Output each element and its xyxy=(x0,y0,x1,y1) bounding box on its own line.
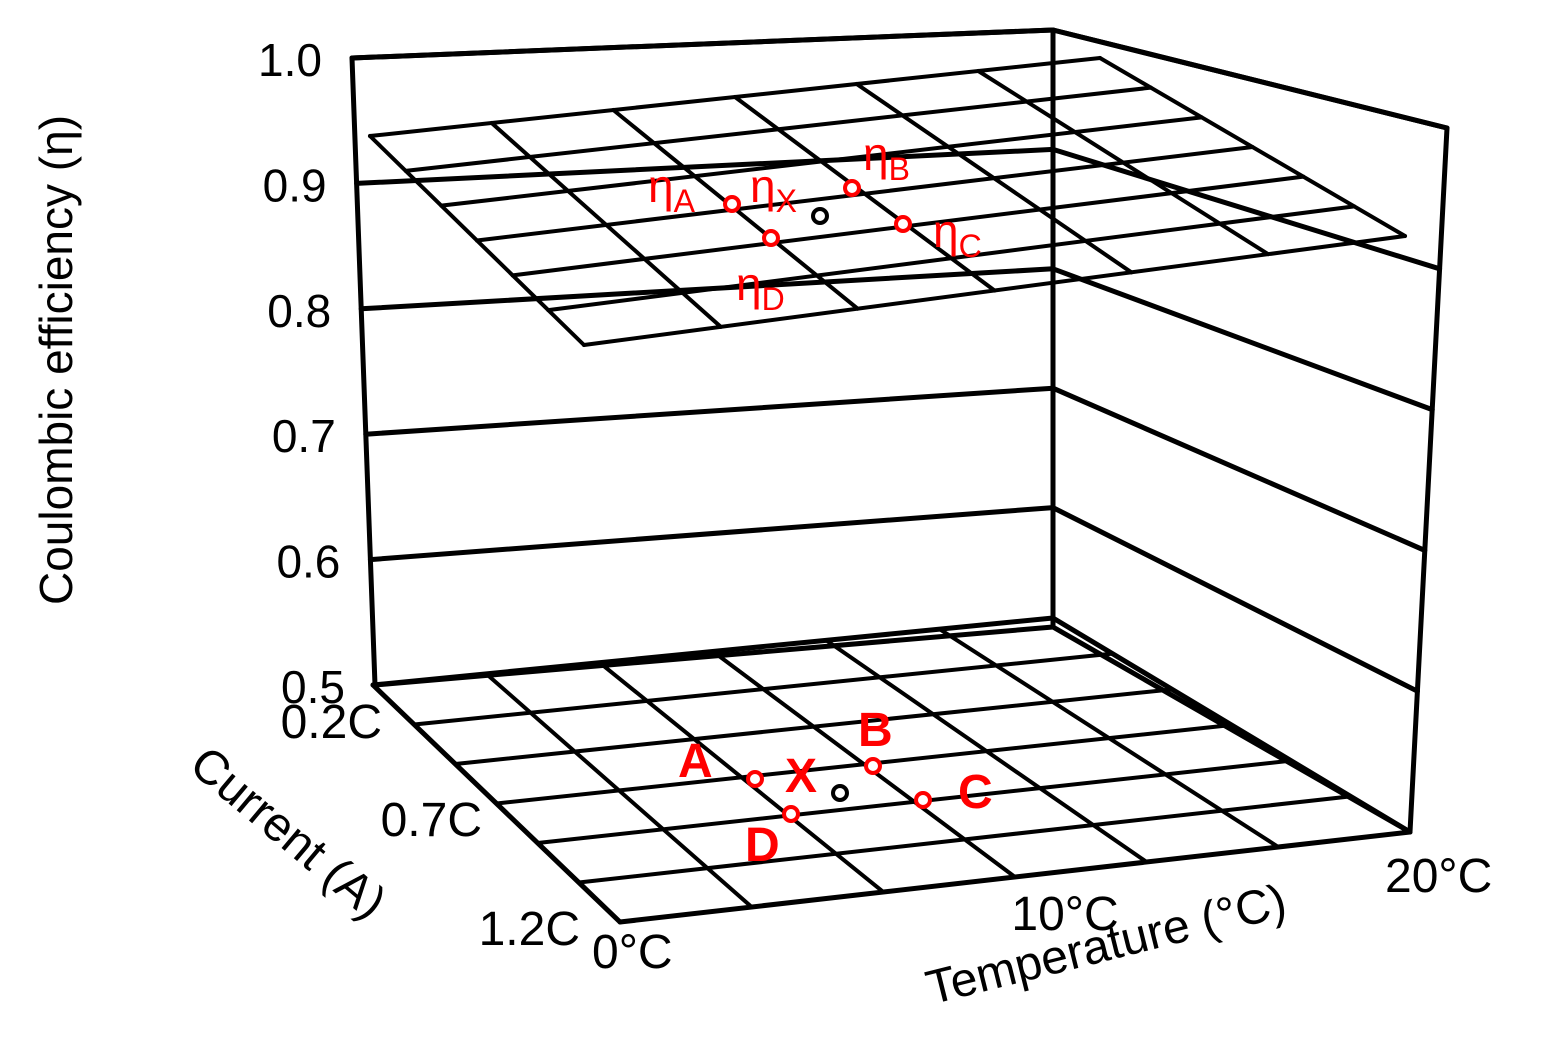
side-wall-level-line xyxy=(1050,505,1420,694)
floor-point-a xyxy=(746,770,764,788)
floor-grid-line xyxy=(617,829,1413,925)
surface-point-label: ηC xyxy=(933,205,982,264)
z-tick-label: 0.5 xyxy=(281,661,345,713)
x-tick-label: 0°C xyxy=(592,926,673,979)
floor-point-label: X xyxy=(785,750,817,803)
floor-grid-line xyxy=(576,794,1353,885)
floor-point-d xyxy=(782,805,800,823)
efficiency-surface xyxy=(368,56,1407,347)
surface-point-d xyxy=(762,229,780,247)
floor-point-c xyxy=(914,791,932,809)
floor-grid-line xyxy=(370,615,1056,688)
back-wall-level-line xyxy=(354,146,1056,186)
surface-grid-line xyxy=(368,56,1102,138)
surface-point-x xyxy=(811,207,829,225)
floor-point-x xyxy=(831,784,849,802)
floor-grid-line xyxy=(453,687,1174,766)
surface-grid-line xyxy=(439,115,1204,208)
surface-point-label: ηD xyxy=(736,258,785,317)
back-wall-level-line xyxy=(349,27,1056,61)
y-tick-label: 0.2C xyxy=(281,696,382,749)
side-wall-level-line xyxy=(1050,385,1428,553)
back-wall-level-line xyxy=(363,385,1056,437)
floor-point-label: C xyxy=(958,766,993,819)
back-wall-level-line xyxy=(367,505,1056,563)
surface-point-b xyxy=(843,179,861,197)
surface-grid-line xyxy=(475,145,1255,243)
y-tick-label: 0.7C xyxy=(381,794,482,847)
surface-point-label: ηA xyxy=(648,160,696,219)
floor-grid-line xyxy=(494,723,1234,806)
z-tick-label: 0.9 xyxy=(263,159,327,211)
z-tick-label: 1.0 xyxy=(258,34,322,86)
side-wall-level-line xyxy=(1050,146,1443,272)
surface-point-label: ηB xyxy=(863,128,910,187)
floor-point-label: B xyxy=(858,704,893,757)
floor-point-label: D xyxy=(745,819,780,872)
z-tick-label: 0.8 xyxy=(267,285,331,337)
z-tick-label: 0.7 xyxy=(272,410,336,462)
surface-point-a xyxy=(723,195,741,213)
x-tick-label: 20°C xyxy=(1385,850,1492,903)
surface-grid-line xyxy=(403,85,1153,173)
z-tick-label: 0.6 xyxy=(276,536,340,588)
z-axis-title: Coulombic efficiency (η) xyxy=(30,115,82,605)
side-wall-level-line xyxy=(1050,266,1435,413)
right-wall-edge xyxy=(1407,125,1450,835)
side-wall-level-line xyxy=(1050,27,1450,131)
surface-point-label: ηX xyxy=(750,160,797,219)
floor-grid xyxy=(370,615,1413,925)
floor-grid-line xyxy=(412,651,1115,727)
left-wall-edge xyxy=(349,55,378,688)
y-tick-label: 1.2C xyxy=(479,903,580,956)
surface-grid-line xyxy=(582,234,1407,347)
y-axis-title: Current (A) xyxy=(180,737,396,930)
axis-frame xyxy=(349,27,1450,835)
floor-point-b xyxy=(864,757,882,775)
surface-point-c xyxy=(894,215,912,233)
x-tick-label: 10°C xyxy=(1011,888,1118,941)
floor-point-label: A xyxy=(678,735,713,788)
surface-grid-line xyxy=(546,204,1357,313)
